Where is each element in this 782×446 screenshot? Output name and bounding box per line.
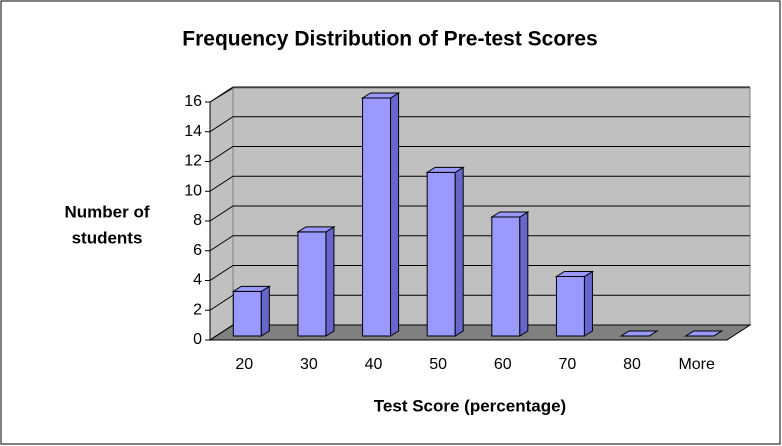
bar <box>491 216 521 337</box>
chart-title: Frequency Distribution of Pre-test Score… <box>182 28 597 51</box>
bar-top <box>296 226 336 233</box>
x-tick-label: 80 <box>623 356 641 373</box>
bar <box>297 231 327 337</box>
x-tick-label: 40 <box>365 356 383 373</box>
bar-top <box>425 166 465 173</box>
bar-top <box>554 271 595 277</box>
bar <box>426 171 456 337</box>
grid-line <box>209 116 750 133</box>
y-tick-label: 8 <box>193 212 202 229</box>
grid-line <box>209 205 750 222</box>
x-tick-label: 70 <box>559 356 577 373</box>
x-tick-label: More <box>678 356 715 373</box>
x-tick-label: 60 <box>494 356 512 373</box>
grid-line <box>209 86 750 103</box>
y-axis-label: Number of <box>65 202 150 221</box>
bar <box>362 97 392 337</box>
y-tick-label: 2 <box>193 301 202 318</box>
y-tick-label: 4 <box>193 272 202 289</box>
bar-side <box>325 225 335 337</box>
bar-top <box>490 211 530 218</box>
y-tick-label: 10 <box>184 182 202 199</box>
x-tick-label: 30 <box>300 356 318 373</box>
y-tick-label: 16 <box>184 93 202 110</box>
y-axis-label: students <box>72 228 143 247</box>
floor <box>208 324 752 341</box>
grid-line <box>209 175 750 192</box>
x-tick-label: 50 <box>429 356 447 373</box>
bar-top <box>619 330 659 337</box>
y-tick-label: 12 <box>184 153 202 170</box>
y-tick-label: 14 <box>184 123 202 140</box>
grid-line <box>209 265 750 281</box>
bar <box>555 276 585 337</box>
bar-top <box>360 92 401 99</box>
bar-side <box>390 92 400 337</box>
bar-side <box>260 285 270 337</box>
x-axis-label: Test Score (percentage) <box>374 396 566 415</box>
grid-line <box>209 146 750 162</box>
bar-side <box>519 211 529 337</box>
grid-line <box>209 235 750 252</box>
bar-side <box>454 166 464 337</box>
y-tick-label: 6 <box>193 242 202 259</box>
bar-top <box>231 285 272 292</box>
bar-side <box>583 270 593 337</box>
bar <box>232 290 262 337</box>
y-tick-label: 0 <box>193 331 202 348</box>
bar-top <box>683 330 724 337</box>
x-tick-label: 20 <box>235 356 253 373</box>
